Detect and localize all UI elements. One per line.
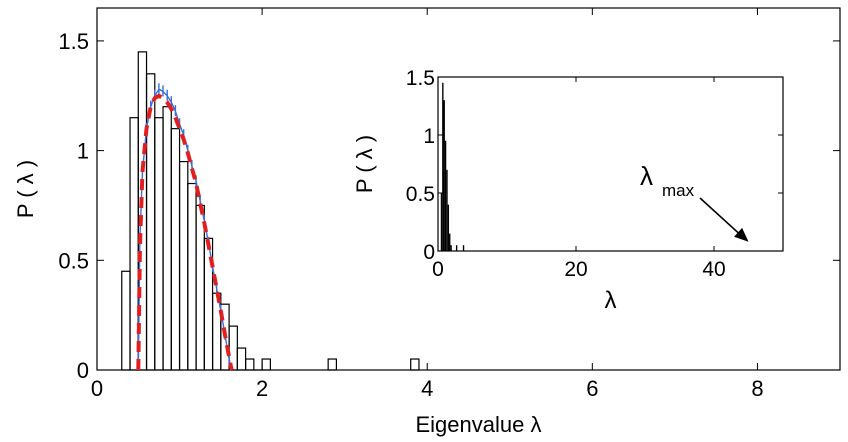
- inset-histogram-bin: [446, 169, 448, 251]
- main-y-tick-label: 0.5: [58, 248, 89, 273]
- inset-histogram-bin: [444, 140, 447, 251]
- annotation-lambda: λ: [640, 161, 653, 191]
- main-chart: 0 2 4 6 8 0 0.5 1 1.5 Eigenvalue λ P ( λ ): [13, 7, 841, 437]
- blue-histogram-line: [137, 83, 233, 371]
- histogram-bin: [154, 117, 164, 371]
- annotation-arrow-head: [734, 227, 749, 242]
- histogram-bin: [327, 358, 338, 371]
- main-y-tick-label: 1: [77, 139, 89, 164]
- inset-histogram-bin: [443, 100, 445, 251]
- inset-y-tick-label: 0: [423, 241, 435, 264]
- inset-x-tick-label: 20: [564, 258, 587, 281]
- main-x-tick-label: 4: [421, 376, 433, 401]
- histogram-bin: [170, 128, 181, 371]
- inset-background: [438, 77, 783, 251]
- inset-plot-frame: [437, 76, 784, 252]
- inset-y-tick-label: 0.5: [406, 183, 435, 206]
- histogram-bin: [178, 160, 189, 371]
- main-series-layer: [121, 51, 420, 371]
- inset-y-tick-label: 1: [423, 125, 435, 148]
- main-x-tick-label: 6: [586, 376, 598, 401]
- main-x-tick-label: 8: [751, 376, 763, 401]
- inset-histogram-bin: [462, 245, 465, 251]
- annotation-arrow-line: [699, 197, 744, 238]
- main-x-tick-label: 0: [91, 376, 103, 401]
- inset-histogram-bin: [450, 245, 452, 251]
- inset-x-axis-label: λ: [605, 287, 617, 314]
- main-plot-frame: [96, 7, 841, 371]
- inset-y-axis-label: P ( λ ): [352, 135, 377, 193]
- histogram-bin: [195, 204, 205, 371]
- inset-histogram-bin: [442, 82, 444, 251]
- inset-x-tick-label: 0: [432, 258, 444, 281]
- histogram-bin: [236, 347, 247, 371]
- lambda-max-annotation: λ max: [640, 161, 749, 242]
- inset-histogram-bin: [455, 245, 458, 251]
- histogram-bin: [410, 358, 420, 371]
- inset-y-tick-label: 1.5: [406, 67, 435, 90]
- histogram-bin: [162, 106, 172, 371]
- main-y-axis-label: P ( λ ): [13, 160, 38, 218]
- inset-series-layer: [440, 82, 465, 251]
- inset-histogram-bin: [449, 233, 451, 251]
- inset-histogram-bin: [440, 193, 443, 251]
- main-y-tick-label: 1.5: [58, 29, 89, 54]
- inset-histogram-bin: [447, 204, 450, 251]
- histogram-bin: [121, 270, 131, 371]
- inset-x-tick-label: 40: [702, 258, 725, 281]
- main-x-tick-label: 2: [256, 376, 268, 401]
- main-axes: 0 2 4 6 8 0 0.5 1 1.5: [58, 8, 840, 401]
- histogram-bin: [261, 358, 271, 371]
- histogram-bin: [245, 358, 255, 371]
- histogram-bin: [187, 182, 197, 371]
- inset-axes: 0 20 40 0 0.5 1 1.5: [406, 67, 783, 281]
- inset-chart: 0 20 40 0 0.5 1 1.5 λ P ( λ ) λ max: [352, 67, 784, 314]
- red-dashed-theory-line: [136, 93, 234, 371]
- main-y-tick-label: 0: [77, 358, 89, 383]
- annotation-subscript: max: [662, 181, 695, 200]
- main-x-axis-label: Eigenvalue λ: [416, 412, 542, 437]
